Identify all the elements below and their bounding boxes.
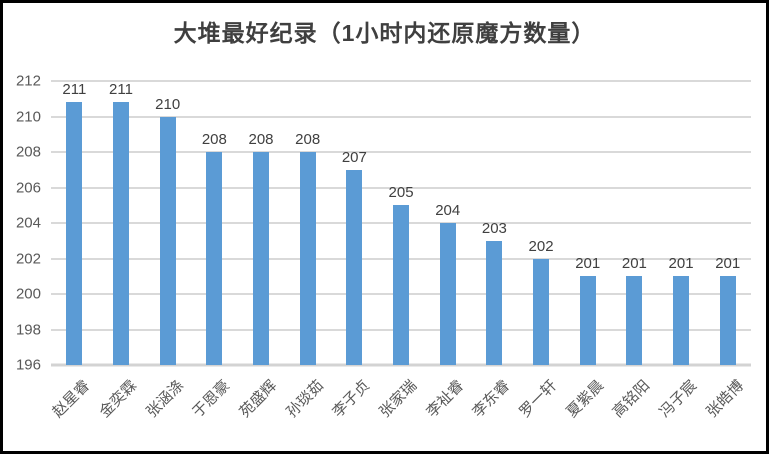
bar: [439, 223, 456, 365]
bar-group: 207: [331, 81, 378, 365]
x-axis-label-cell: 张涵涤: [142, 366, 191, 451]
bar: [626, 276, 643, 365]
bar: [533, 258, 550, 365]
bar: [159, 116, 176, 365]
x-axis-label: 孙琰茹: [282, 377, 327, 421]
gridline: [51, 80, 751, 82]
bar-group: 201: [564, 81, 611, 365]
bar-group: 208: [284, 81, 331, 365]
x-axis-label-cell: 张皓博: [703, 366, 751, 451]
y-axis-tick-label: 200: [15, 285, 41, 303]
bar: [486, 240, 503, 365]
bar-value-label: 211: [62, 81, 87, 98]
x-axis-label: 张皓博: [703, 377, 747, 421]
bar: [673, 276, 690, 365]
bar-group: 210: [144, 81, 191, 365]
x-axis-label: 李东睿: [469, 377, 514, 421]
x-axis-label: 金奕霖: [96, 377, 141, 421]
x-axis-label-cell: 孙琰茹: [282, 366, 331, 451]
bar-value-label: 201: [621, 255, 647, 273]
bar: [346, 169, 363, 365]
y-axis-tick-label: 212: [15, 72, 41, 90]
bars-layer: 211 211 210 208 208 208 207 205 204 203 202 201 201 2…: [51, 81, 751, 365]
x-axis-label: 张涵涤: [142, 377, 187, 421]
x-axis-label-cell: 李祉睿: [423, 366, 471, 451]
x-axis-label: 高铭阳: [609, 377, 654, 421]
y-axis-tick-label: 196: [15, 356, 41, 374]
x-axis-label-cell: 金奕霖: [96, 366, 145, 451]
y-axis-tick-label: 204: [15, 214, 41, 232]
x-axis-label-cell: 罗一轩: [516, 366, 565, 451]
x-axis-label: 罗一轩: [516, 377, 561, 421]
bar-group: 208: [238, 81, 285, 365]
x-axis-label: 苑盛辉: [236, 377, 281, 421]
plot-area: 211 211 210 208 208 208 207 205 204 203 202 201 201 2…: [51, 80, 751, 367]
bar-value-label: 208: [248, 131, 274, 148]
x-axis-label-cell: 冯子宸: [656, 366, 705, 451]
x-axis-label-cell: 李子贞: [329, 366, 378, 451]
bar-group: 202: [518, 81, 565, 365]
x-axis-label: 张家瑞: [376, 377, 421, 421]
bar-group: 201: [704, 81, 751, 365]
bar: [113, 102, 129, 365]
bar-group: 201: [611, 81, 658, 365]
gridline: [51, 115, 751, 118]
bar-value-label: 208: [201, 131, 227, 148]
bar-value-label: 210: [155, 95, 181, 113]
bar-group: 203: [471, 81, 518, 365]
x-axis-label: 李子贞: [329, 377, 374, 421]
bar-value-label: 208: [295, 131, 321, 148]
y-axis: 212 210 208 206 204 202 200 198 196: [5, 73, 45, 374]
bar-value-label: 201: [715, 255, 741, 273]
x-axis-label-cell: 赵星睿: [49, 366, 98, 451]
x-axis-label: 赵星睿: [49, 377, 94, 421]
bar: [66, 102, 83, 365]
x-axis-label-cell: 高铭阳: [609, 366, 658, 451]
y-axis-tick-label: 208: [15, 143, 41, 161]
bar: [393, 205, 410, 365]
bar-value-label: 203: [481, 219, 507, 237]
bar-group: 205: [378, 81, 425, 365]
bar-group: 211: [98, 81, 145, 365]
gridline: [51, 151, 751, 153]
bar-value-label: 201: [668, 255, 694, 273]
x-axis-label: 冯子宸: [656, 377, 701, 421]
gridline: [51, 363, 751, 367]
x-axis-label: 于恩豪: [189, 377, 234, 421]
chart-title: 大堆最好纪录（1小时内还原魔方数量）: [173, 20, 596, 46]
bar: [719, 276, 736, 365]
y-axis-tick-label: 210: [15, 108, 41, 125]
x-axis-label-cell: 夏紫晨: [563, 366, 611, 451]
x-axis-label-cell: 李东睿: [469, 366, 518, 451]
bar-group: 204: [424, 81, 471, 365]
y-axis-tick-label: 202: [15, 250, 41, 267]
bar-group: 208: [191, 81, 238, 365]
bar: [579, 276, 596, 365]
x-axis-label: 夏紫晨: [563, 377, 607, 421]
x-axis-label-cell: 苑盛辉: [236, 366, 285, 451]
bar-value-label: 207: [341, 148, 367, 166]
y-axis-tick-label: 198: [15, 321, 41, 338]
bar: [299, 152, 316, 365]
bar-value-label: 201: [575, 255, 601, 273]
x-axis-label-cell: 张家瑞: [376, 366, 425, 451]
gridline: [51, 186, 751, 189]
bar: [253, 152, 270, 365]
x-axis-label-cell: 于恩豪: [189, 366, 238, 451]
x-axis-label: 李祉睿: [423, 377, 467, 421]
x-axis: 赵星睿 金奕霖 张涵涤 于恩豪 苑盛辉 孙琰茹 李子贞 张家瑞 李祉睿 李东睿 罗一轩 夏紫晨 高铭阳冯…: [49, 366, 751, 451]
bar: [206, 152, 223, 365]
y-axis-tick-label: 206: [15, 179, 41, 196]
bar-value-label: 204: [435, 202, 461, 219]
bar-group: 211: [51, 81, 98, 365]
bar-value-label: 205: [388, 184, 414, 202]
bar-value-label: 202: [528, 237, 554, 255]
bar-value-label: 211: [109, 81, 133, 98]
bar-group: 201: [658, 81, 705, 365]
